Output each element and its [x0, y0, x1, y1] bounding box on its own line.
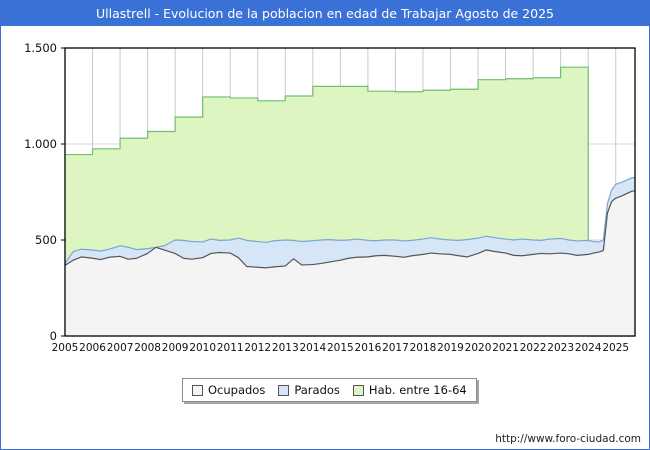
legend-item-parados[interactable]: Parados: [278, 383, 340, 397]
svg-text:2007: 2007: [107, 342, 134, 354]
svg-text:500: 500: [35, 233, 57, 247]
svg-text:2021: 2021: [492, 342, 519, 354]
svg-text:2024: 2024: [575, 342, 602, 354]
svg-text:2025: 2025: [602, 342, 629, 354]
svg-text:1.500: 1.500: [24, 41, 57, 55]
series-layer: [64, 66, 635, 337]
svg-text:2016: 2016: [355, 342, 382, 354]
svg-text:2019: 2019: [437, 342, 464, 354]
x-axis-labels: 2005 2006 2007 2008 2009 2010 2011 2012 2013 2014…: [52, 342, 629, 354]
svg-text:2014: 2014: [299, 342, 326, 354]
svg-text:2022: 2022: [520, 342, 547, 354]
svg-text:2008: 2008: [134, 342, 161, 354]
svg-text:2009: 2009: [162, 342, 189, 354]
legend-swatch-habitantes: [352, 384, 364, 396]
page-title: Ullastrell - Evolucion de la poblacion e…: [96, 6, 554, 21]
svg-text:2013: 2013: [272, 342, 299, 354]
svg-text:2015: 2015: [327, 342, 354, 354]
window-title-bar: Ullastrell - Evolucion de la poblacion e…: [1, 1, 649, 26]
source-url[interactable]: http://www.foro-ciudad.com: [495, 433, 641, 445]
svg-text:1.000: 1.000: [24, 137, 57, 151]
svg-text:2012: 2012: [244, 342, 271, 354]
svg-text:0: 0: [50, 329, 57, 343]
chart-legend: Ocupados Parados Hab. entre 16-64: [182, 378, 477, 402]
legend-swatch-parados: [278, 384, 290, 396]
svg-text:2018: 2018: [410, 342, 437, 354]
svg-text:2017: 2017: [382, 342, 409, 354]
legend-swatch-ocupados: [192, 384, 203, 396]
svg-text:2020: 2020: [465, 342, 492, 354]
svg-text:2011: 2011: [217, 342, 244, 354]
y-axis-labels: 0 500 1.000 1.500: [24, 41, 65, 343]
legend-item-ocupados[interactable]: Ocupados: [192, 383, 265, 397]
legend-item-habitantes[interactable]: Hab. entre 16-64: [352, 383, 467, 397]
legend-label-parados: Parados: [294, 383, 340, 397]
svg-text:2010: 2010: [189, 342, 216, 354]
legend-label-ocupados: Ocupados: [208, 383, 266, 397]
legend-label-habitantes: Hab. entre 16-64: [368, 383, 467, 397]
svg-text:2006: 2006: [79, 342, 106, 354]
svg-text:2023: 2023: [547, 342, 574, 354]
svg-text:2005: 2005: [52, 342, 79, 354]
axis-frame: [64, 47, 636, 337]
